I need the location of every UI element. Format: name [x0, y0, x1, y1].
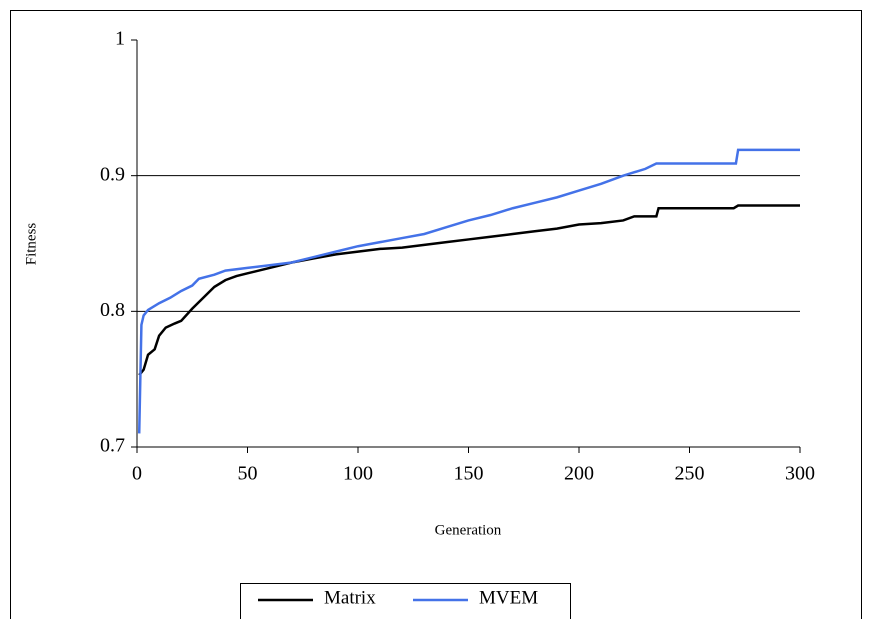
y-tick-label: 0.8 [100, 299, 125, 321]
x-tick-label: 250 [675, 463, 705, 485]
x-tick-label: 0 [132, 463, 142, 485]
legend-label: MVEM [479, 587, 538, 608]
chart-frame [10, 10, 862, 619]
x-tick-label: 100 [343, 463, 373, 485]
series-line [137, 148, 800, 434]
x-axis-title: Generation [435, 522, 502, 538]
y-axis-title: Fitness [23, 223, 39, 266]
x-tick-label: 200 [564, 463, 594, 485]
x-tick-label: 50 [238, 463, 258, 485]
y-tick-label: 1 [115, 28, 125, 50]
y-tick-label: 0.7 [100, 435, 125, 457]
y-tick-label: 0.9 [100, 163, 125, 185]
x-tick-label: 150 [454, 463, 484, 485]
legend-label: Matrix [324, 587, 376, 608]
series-line [138, 204, 800, 376]
x-tick-label: 300 [785, 463, 815, 485]
